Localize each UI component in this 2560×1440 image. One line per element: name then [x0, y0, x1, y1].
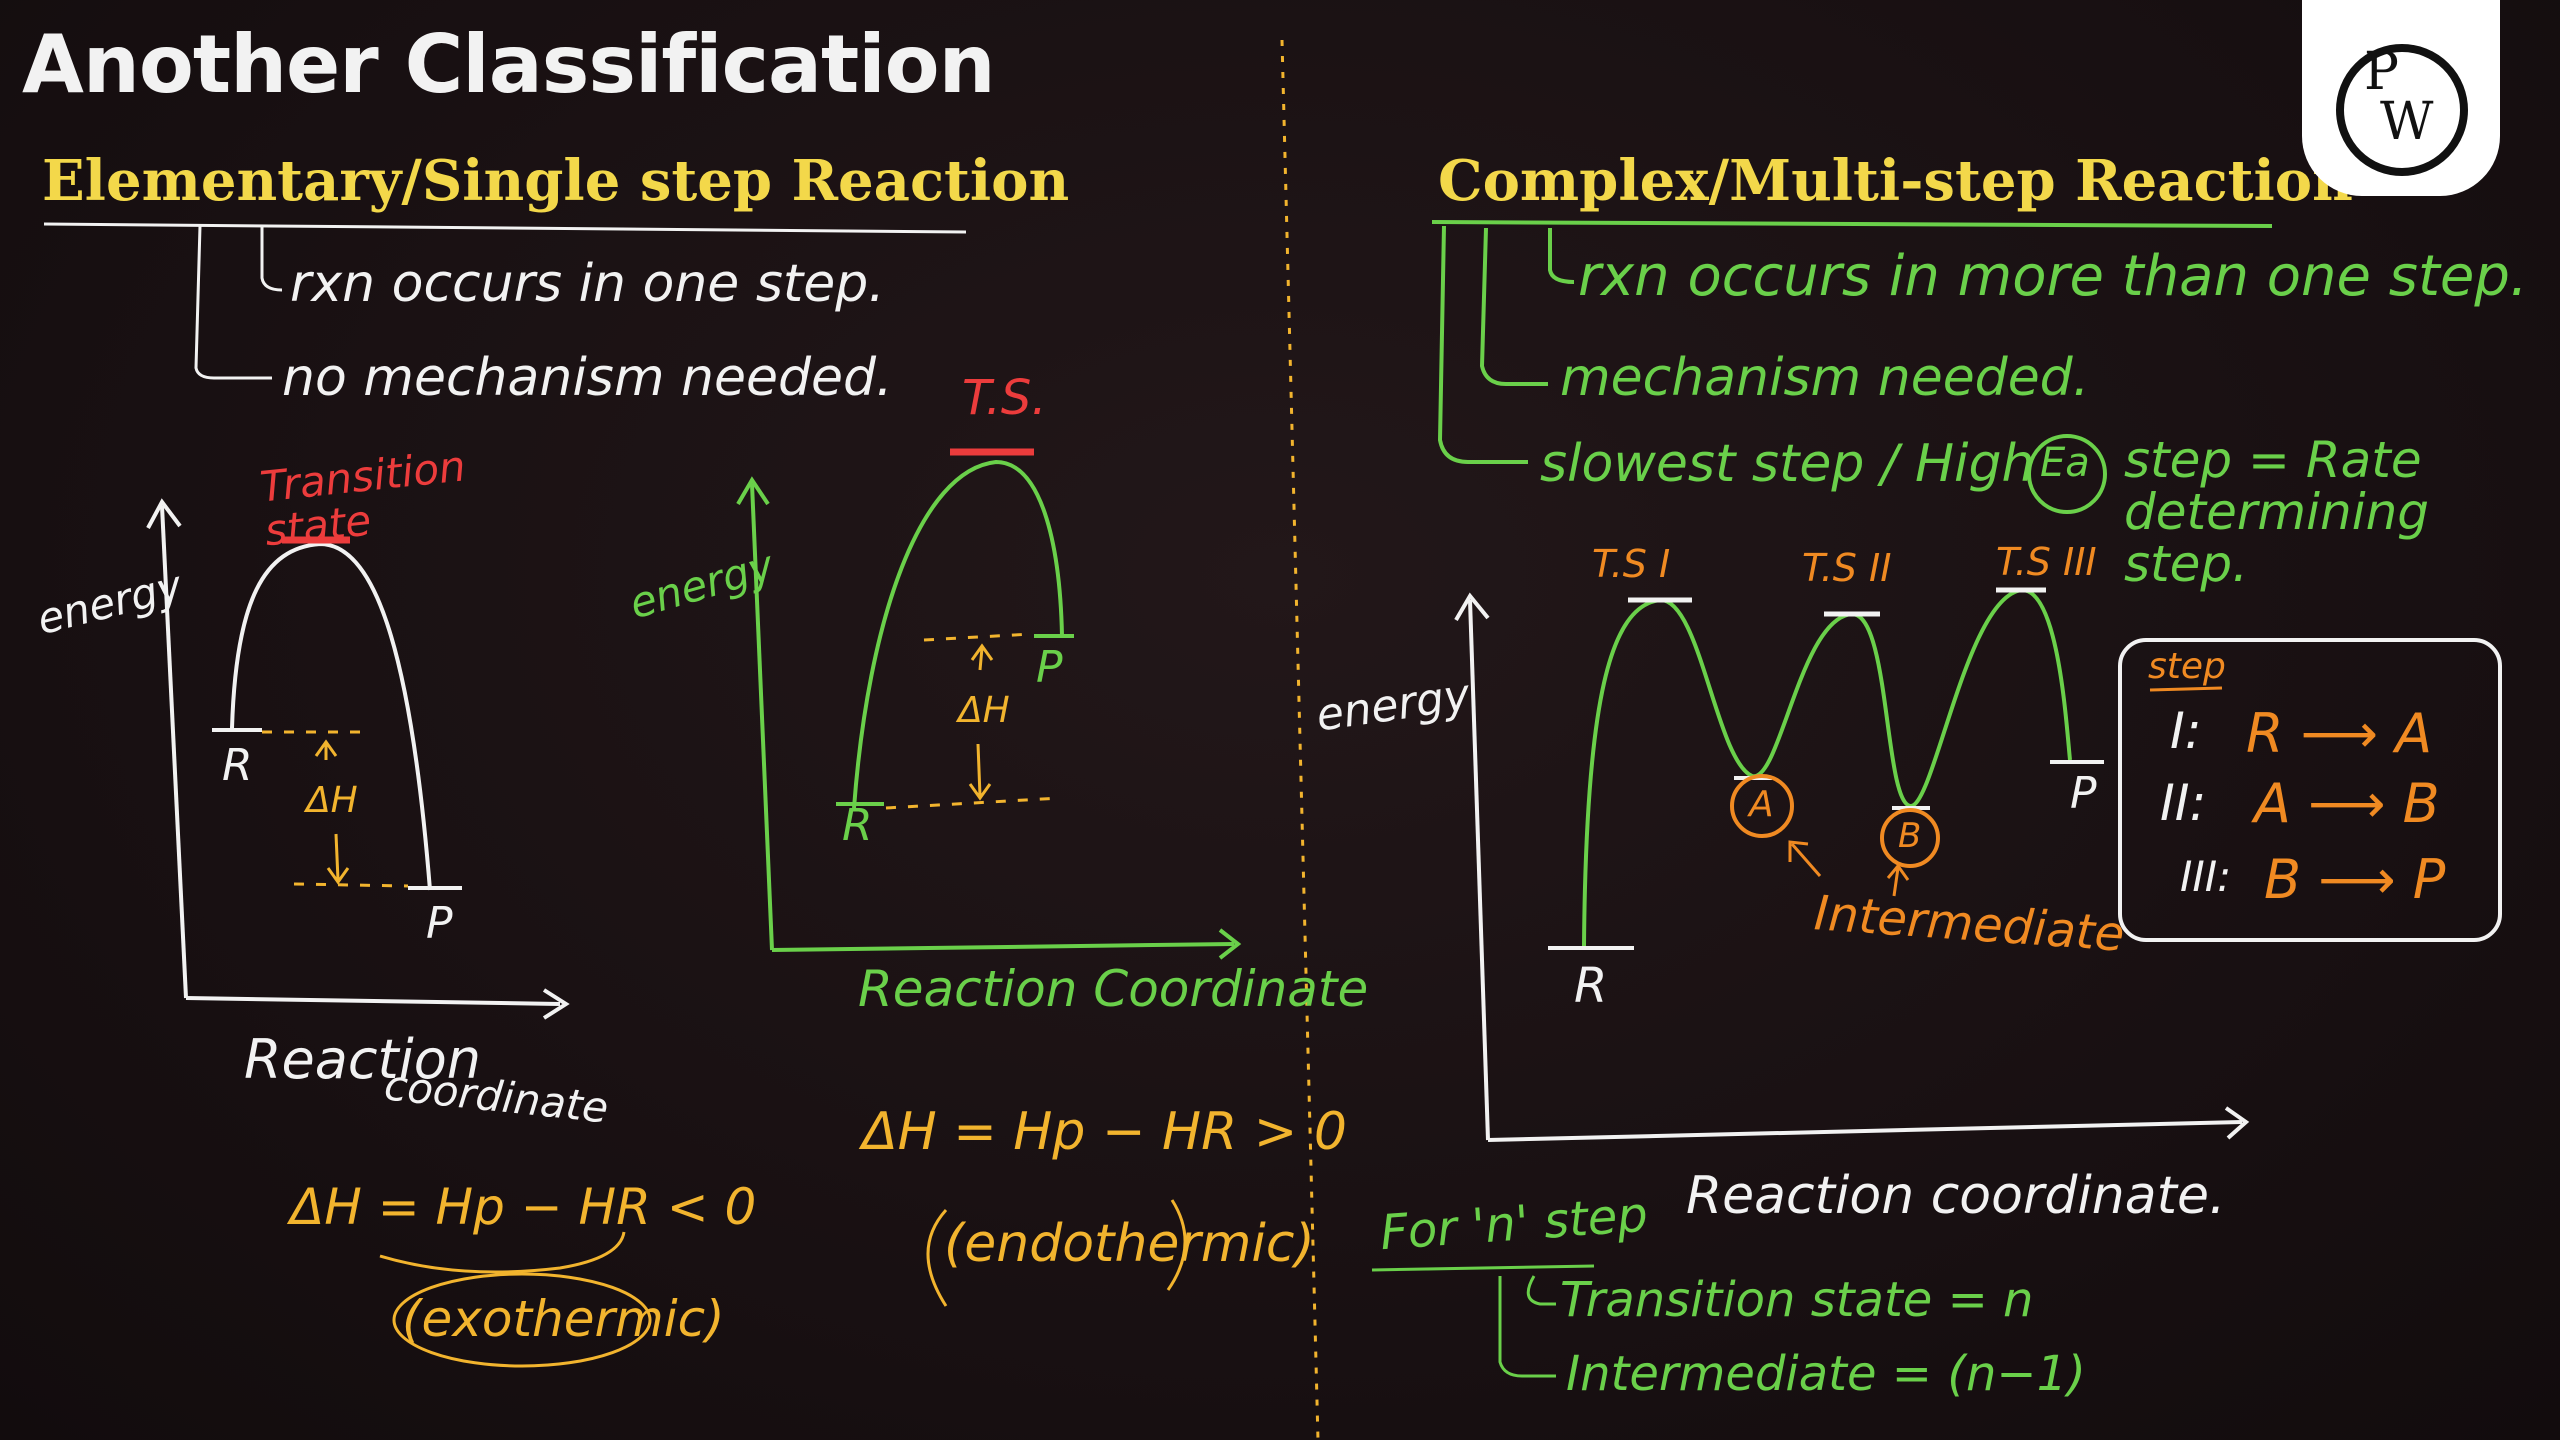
endo-type-label: (endothermic) [944, 1214, 1315, 1274]
ea-circle [2027, 434, 2107, 514]
endo-ts-label: T.S. [962, 370, 1047, 426]
rds-ea: Ea [2040, 440, 2090, 486]
intermediate-a-label: A [1749, 784, 1774, 825]
pw-logo: P W [2302, 0, 2500, 196]
endo-delta-arrow-up [970, 643, 994, 671]
n-step-bracket [1498, 1275, 1556, 1378]
elementary-heading: Elementary/Single step Reaction [42, 148, 1070, 214]
steps-title-underline [2149, 686, 2223, 692]
step-3-num: III: [2180, 852, 2232, 901]
right-note-mechanism: mechanism needed. [1560, 348, 2090, 408]
n-step-underline [1371, 1264, 1595, 1272]
endo-x-arrowhead [1218, 928, 1242, 960]
endo-x-axis [771, 942, 1235, 952]
endo-xlabel: Reaction Coordinate [858, 960, 1369, 1018]
left-note-hook [260, 226, 283, 292]
right-note-bracket-mid [1479, 227, 1548, 386]
endo-product-label: P [1036, 642, 1063, 693]
step-1-eq: R ⟶ A [2246, 702, 2433, 765]
intermediate-b-label: B [1898, 816, 1922, 856]
intermediate-arrow-b [1886, 863, 1910, 897]
multi-ts2-label: T.S II [1802, 546, 1892, 590]
left-heading-underline [43, 222, 967, 234]
multi-xlabel: Reaction coordinate. [1686, 1166, 2226, 1226]
exo-x-arrowhead [542, 988, 570, 1020]
exo-delta-arrow-down [326, 833, 350, 885]
multi-x-axis [1487, 1120, 2243, 1142]
endo-dashed-top [923, 632, 1033, 642]
exo-delta-label: ΔH [306, 780, 358, 821]
exo-product-label: P [426, 898, 453, 949]
left-note-bracket [194, 225, 272, 380]
exo-xlabel-reaction: Reaction [244, 1028, 481, 1091]
right-heading-underline [1431, 220, 2273, 228]
multi-y-arrowhead [1454, 592, 1490, 622]
exo-delta-arrow-up [314, 739, 338, 760]
multi-ts1-label: T.S I [1592, 542, 1671, 586]
endo-type-paren [926, 1199, 1187, 1307]
exo-reactant-label: R [222, 740, 253, 791]
n-step-intermediates: Intermediate = (n−1) [1566, 1346, 2086, 1402]
endo-delta-arrow-down [968, 743, 992, 801]
endo-curve [852, 459, 1064, 809]
endo-reactant-label: R [842, 800, 873, 851]
rds-suffix: step = Rate determining step. [2124, 431, 2430, 593]
steps-box-title: step [2148, 646, 2226, 687]
intermediate-b-circle [1880, 808, 1940, 868]
right-note-bracket-outer [1437, 225, 1528, 464]
steps-box-frame [2118, 638, 2502, 942]
endo-dashed-bottom [885, 796, 1061, 810]
endo-delta-label: ΔH [958, 690, 1010, 731]
rds-prefix: slowest step / High [1540, 434, 2035, 494]
step-2-eq: A ⟶ B [2254, 772, 2440, 835]
multi-y-axis [1468, 599, 1490, 1141]
left-note-no-mechanism: no mechanism needed. [282, 348, 893, 408]
exo-brace [379, 1231, 626, 1274]
intermediate-arrow-a [1788, 840, 1822, 877]
logo-ring [2336, 44, 2468, 176]
multi-product-label: P [2070, 768, 2097, 819]
logo-letter-p: P [2364, 42, 2399, 102]
logo-letter-w: W [2380, 92, 2434, 152]
step-3-eq: B ⟶ P [2264, 848, 2446, 911]
endo-y-axis [750, 483, 774, 951]
complex-heading: Complex/Multi-step Reaction [1438, 148, 2353, 214]
exo-type-label: (exothermic) [402, 1290, 725, 1348]
exo-y-arrowhead [146, 498, 182, 529]
endo-y-arrowhead [736, 476, 770, 506]
n-step-transition-states: Transition state = n [1560, 1272, 2034, 1328]
exo-type-oval [392, 1272, 652, 1368]
left-note-one-step: rxn occurs in one step. [290, 254, 885, 314]
exo-x-axis [185, 996, 561, 1006]
multi-ts3-label: T.S III [1996, 540, 2097, 584]
exo-curve [230, 541, 432, 891]
endo-equation: ΔH = Hp − HR > 0 [862, 1102, 1347, 1162]
exo-y-axis [160, 505, 188, 999]
step-1-num: I: [2170, 702, 2202, 760]
step-2-num: II: [2160, 774, 2207, 832]
right-note-more-steps: rxn occurs in more than one step. [1578, 244, 2528, 309]
intermediate-a-circle [1730, 774, 1794, 838]
multi-x-arrowhead [2224, 1106, 2250, 1140]
exo-equation: ΔH = Hp − HR < 0 [290, 1178, 757, 1236]
slide-title: Another Classification [22, 18, 996, 111]
exo-dashed-bottom [293, 882, 409, 888]
right-note-hook [1548, 228, 1575, 284]
multi-reactant-label: R [1574, 958, 1608, 1014]
